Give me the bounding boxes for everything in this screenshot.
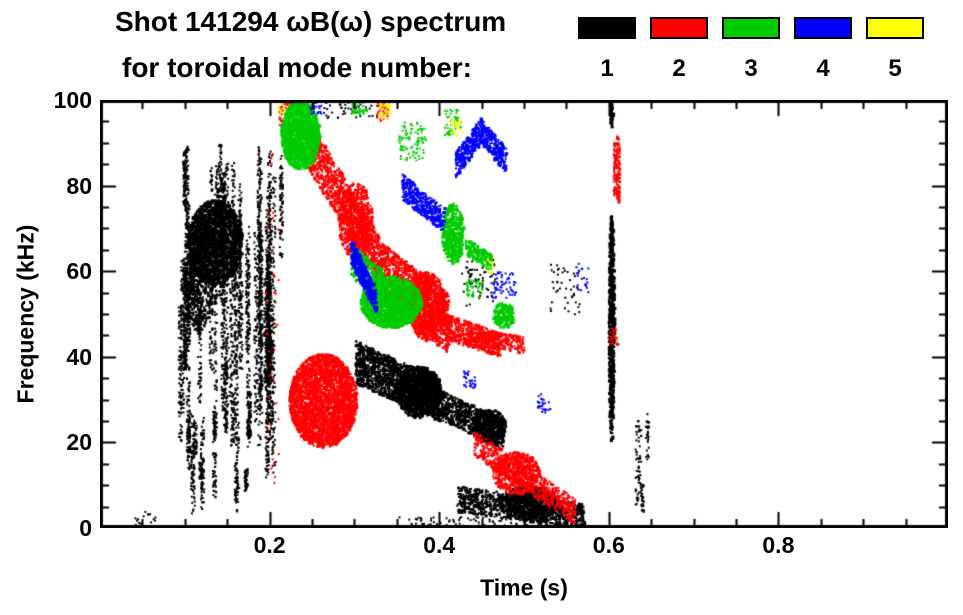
y-tick-label: 100 — [53, 87, 92, 113]
y-tick-label: 80 — [66, 172, 92, 199]
plot-canvas — [100, 100, 948, 528]
legend-label-mode-2: 2 — [672, 55, 686, 82]
legend-swatches — [578, 17, 924, 39]
figure-title-line-1: Shot 141294 ωB(ω) spectrum — [115, 6, 507, 37]
legend-label-mode-3: 3 — [744, 55, 758, 82]
x-axis-label: Time (s) — [480, 574, 568, 601]
legend-swatch-mode-2 — [650, 17, 708, 39]
figure-title-line-2: for toroidal mode number: — [122, 52, 472, 83]
legend-swatch-mode-1 — [578, 17, 636, 39]
legend-label-mode-1: 1 — [600, 55, 614, 82]
legend-swatch-mode-4 — [794, 17, 852, 39]
y-tick-label: 40 — [66, 343, 92, 370]
legend-swatch-mode-3 — [722, 17, 780, 39]
y-tick-label: 20 — [66, 429, 92, 456]
x-tick-label: 0.2 — [253, 532, 286, 558]
legend-label-mode-5: 5 — [888, 55, 902, 82]
x-tick-label: 0.8 — [762, 532, 795, 558]
legend-swatch-mode-5 — [866, 17, 924, 39]
x-tick-label: 0.4 — [423, 532, 456, 558]
y-axis-label: Frequency (kHz) — [12, 224, 39, 404]
legend-numbers: 1 2 3 4 5 — [578, 55, 924, 83]
y-tick-label: 60 — [66, 258, 92, 285]
legend-label-mode-4: 4 — [816, 55, 830, 82]
x-tick-label: 0.6 — [592, 532, 625, 558]
y-tick-label: 0 — [79, 515, 92, 541]
